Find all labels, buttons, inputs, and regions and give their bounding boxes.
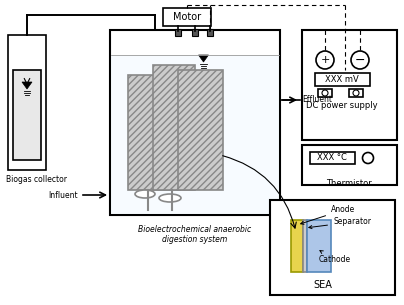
Bar bbox=[270, 200, 395, 295]
Polygon shape bbox=[22, 82, 32, 89]
Text: DC power supply: DC power supply bbox=[306, 101, 378, 109]
Bar bbox=[291, 220, 303, 272]
Bar bbox=[349, 89, 363, 97]
Circle shape bbox=[353, 90, 359, 96]
Text: Bioelectrochemical anaerobic
digestion system: Bioelectrochemical anaerobic digestion s… bbox=[139, 225, 252, 244]
Bar bbox=[192, 29, 198, 36]
Bar bbox=[303, 220, 307, 272]
Text: XXX °C: XXX °C bbox=[317, 153, 347, 163]
Bar bbox=[315, 73, 370, 86]
Bar bbox=[207, 29, 213, 36]
Text: Biogas collector: Biogas collector bbox=[6, 175, 67, 184]
Bar bbox=[302, 30, 397, 140]
Bar bbox=[153, 65, 195, 190]
Text: Influent: Influent bbox=[48, 191, 78, 199]
Polygon shape bbox=[198, 55, 208, 62]
Bar bbox=[8, 35, 46, 170]
Bar bbox=[318, 89, 332, 97]
Text: Effluent: Effluent bbox=[302, 95, 332, 105]
Bar bbox=[163, 8, 211, 26]
Bar bbox=[128, 75, 180, 190]
Bar bbox=[13, 70, 41, 160]
Text: Separator: Separator bbox=[309, 217, 371, 229]
Text: Anode: Anode bbox=[301, 206, 355, 224]
Text: −: − bbox=[355, 53, 365, 66]
Text: Motor: Motor bbox=[173, 12, 201, 22]
Ellipse shape bbox=[159, 194, 181, 202]
Text: SEA: SEA bbox=[313, 280, 332, 290]
Bar bbox=[302, 145, 397, 185]
Bar bbox=[110, 30, 280, 215]
Ellipse shape bbox=[135, 190, 155, 198]
Bar bbox=[310, 152, 355, 164]
Circle shape bbox=[362, 152, 374, 163]
Text: Cathode: Cathode bbox=[319, 251, 351, 264]
Text: +: + bbox=[320, 55, 330, 65]
Circle shape bbox=[351, 51, 369, 69]
Circle shape bbox=[316, 51, 334, 69]
Text: XXX mV: XXX mV bbox=[325, 75, 359, 84]
Bar bbox=[178, 70, 223, 190]
Bar bbox=[111, 55, 279, 214]
Circle shape bbox=[322, 90, 328, 96]
Bar bbox=[307, 220, 331, 272]
Text: Thermistor: Thermistor bbox=[326, 178, 372, 188]
Bar bbox=[175, 29, 181, 36]
